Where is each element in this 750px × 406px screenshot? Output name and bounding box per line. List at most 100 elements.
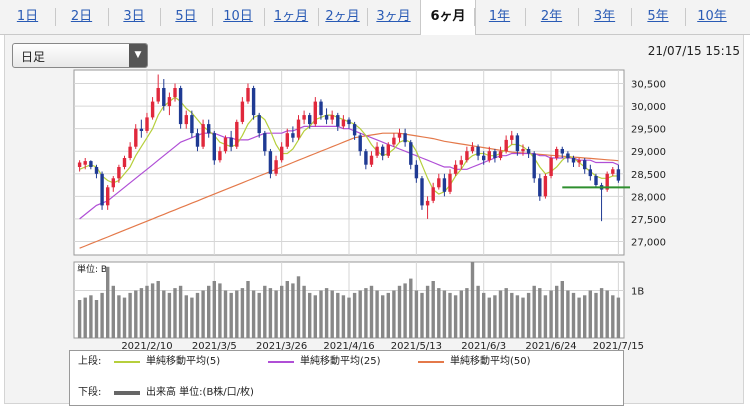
tab-3[interactable]: 5日	[175, 9, 197, 24]
candle-body	[392, 137, 396, 145]
volume-bar	[134, 290, 138, 338]
candle-body	[341, 119, 346, 127]
candle-body	[308, 115, 312, 125]
x-tick-label: 2021/4/16	[323, 341, 374, 352]
volume-bar	[89, 295, 93, 339]
tab-0[interactable]: 1日	[16, 9, 39, 24]
candle-body	[122, 158, 127, 167]
candle-body	[381, 146, 385, 156]
volume-bar	[386, 292, 390, 338]
tab-1[interactable]: 2日	[70, 9, 93, 24]
volume-bar	[145, 285, 149, 339]
tab-7[interactable]: 3ヶ月	[376, 9, 411, 24]
volume-bar	[538, 288, 542, 338]
tab-8[interactable]: 6ヶ月	[420, 0, 476, 35]
volume-bar	[409, 278, 413, 338]
candle-body	[167, 97, 172, 107]
tab-10[interactable]: 2年	[540, 9, 563, 24]
tab-13[interactable]: 10年	[697, 9, 727, 24]
volume-bar	[566, 290, 570, 338]
candle-body	[611, 169, 615, 174]
price-tick-label: 27,000	[631, 237, 666, 248]
candle-body	[128, 146, 132, 158]
candle-body	[364, 151, 368, 165]
candle-body	[139, 128, 144, 131]
volume-bar	[150, 283, 155, 338]
volume-bar	[296, 276, 301, 339]
volume-bar	[195, 292, 200, 338]
candle-body	[560, 149, 564, 154]
tab-divider	[367, 8, 368, 26]
candle-body	[212, 133, 216, 161]
candle-body	[386, 144, 390, 156]
volume-bar	[240, 288, 245, 338]
x-tick-label: 2021/3/26	[256, 341, 307, 352]
volume-bar	[510, 292, 514, 338]
candle-body	[347, 119, 351, 125]
tab-divider	[420, 8, 421, 26]
volume-bar	[549, 290, 553, 338]
candle-body	[134, 128, 138, 147]
volume-bar	[560, 281, 564, 338]
legend-volume-label: 出来高 単位:(B株/口/枚)	[146, 387, 254, 398]
legend-swatch	[114, 361, 140, 363]
candle-body	[425, 200, 430, 206]
volume-bar	[341, 295, 346, 339]
candle-body	[532, 153, 536, 179]
volume-bar	[605, 290, 609, 338]
candle-body	[476, 146, 480, 156]
candle-body	[487, 151, 491, 161]
candle-body	[336, 115, 340, 127]
price-tick-label: 29,500	[631, 125, 666, 136]
volume-bar	[330, 290, 334, 338]
price-tick-label: 29,000	[631, 147, 666, 158]
candle-body	[453, 164, 458, 174]
candle-body	[313, 101, 317, 125]
chevron-down-icon[interactable]: ▼	[129, 44, 147, 67]
x-tick-label: 2021/6/24	[525, 341, 576, 352]
tab-6[interactable]: 2ヶ月	[325, 9, 360, 24]
volume-bar	[128, 292, 132, 338]
volume-bar	[218, 283, 222, 338]
volume-bar	[588, 290, 592, 338]
candle-body	[324, 115, 329, 120]
tab-divider	[264, 8, 265, 26]
tab-11[interactable]: 3年	[593, 9, 616, 24]
candle-body	[414, 164, 419, 179]
candle-period-select[interactable]: 日足 ▼	[12, 43, 148, 68]
timestamp: 21/07/15 15:15	[647, 44, 740, 58]
legend-label: 単純移動平均(25)	[300, 356, 381, 367]
chart-legend: 上段: 下段: 単純移動平均(5) 単純移動平均(25) 単純移動平均(50) 出来…	[69, 350, 624, 406]
candle-body	[207, 124, 211, 134]
volume-bar	[139, 288, 144, 338]
volume-bar	[291, 283, 295, 338]
volume-bar	[207, 285, 211, 339]
volume-bar	[173, 288, 177, 338]
tab-5[interactable]: 1ヶ月	[273, 9, 309, 24]
volume-bar	[577, 297, 581, 338]
volume-bar	[212, 281, 216, 338]
volume-bar	[414, 290, 419, 338]
volume-bar	[263, 285, 267, 339]
volume-bar	[526, 292, 531, 338]
candle-body	[190, 115, 194, 134]
volume-unit-label: 単位: B	[77, 263, 107, 275]
candle-body	[296, 119, 301, 138]
tab-9[interactable]: 1年	[488, 9, 511, 24]
tab-2[interactable]: 3日	[123, 9, 145, 24]
volume-bar	[375, 290, 379, 338]
candle-body	[605, 173, 609, 190]
volume-bar	[83, 297, 87, 338]
tab-4[interactable]: 10日	[223, 9, 253, 24]
volume-bar	[532, 285, 536, 339]
price-tick-label: 30,000	[631, 102, 666, 113]
candle-body	[571, 158, 576, 163]
volume-bar	[442, 290, 447, 338]
volume-bar	[156, 281, 160, 338]
candle-body	[352, 124, 357, 136]
volume-bar	[425, 285, 430, 339]
tab-divider	[474, 8, 475, 26]
tab-12[interactable]: 5年	[647, 9, 669, 24]
candle-body	[549, 158, 553, 176]
volume-bar	[122, 297, 127, 338]
